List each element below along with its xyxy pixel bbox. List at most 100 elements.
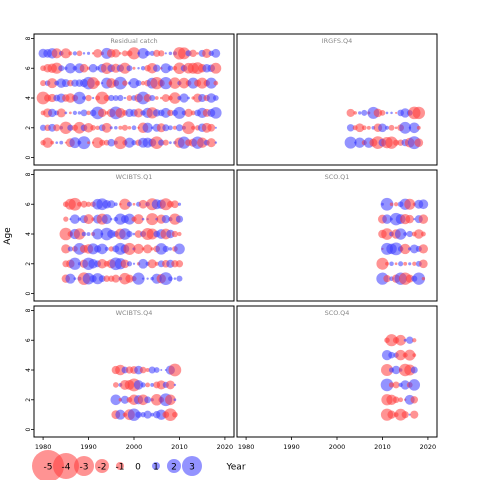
residual-bubble [146,277,149,280]
residual-bubble [140,80,146,86]
residual-bubble [126,201,132,207]
residual-bubble [73,228,86,240]
legend-bubble [152,462,160,470]
residual-bubble [58,65,65,72]
residual-bubble [418,214,429,224]
residual-bubble [148,366,156,374]
residual-bubble [86,110,91,116]
residual-bubble [110,394,122,406]
residual-bubble [121,50,128,57]
residual-bubble [83,214,94,225]
residual-bubble [87,77,100,90]
residual-bubble [122,80,128,86]
residual-bubble [86,232,91,236]
residual-bubble [67,124,74,131]
residual-bubble [76,50,83,57]
residual-bubble [177,202,182,206]
residual-bubble [147,259,157,269]
residual-bubble [113,136,127,150]
residual-bubble [410,366,418,374]
residual-bubble [380,378,394,392]
residual-bubble [416,125,421,130]
residual-bubble [153,64,161,72]
residual-bubble [154,261,159,266]
residual-bubble [101,214,112,225]
residual-bubble [385,334,398,347]
residual-bubble [150,136,164,149]
residual-bubble [196,52,199,55]
residual-bubble [177,136,191,149]
x-axis-label: Year [225,463,245,473]
residual-bubble [395,334,406,346]
residual-bubble [160,107,171,118]
residual-bubble [132,232,136,236]
residual-bubble [146,228,158,240]
residual-bubble [67,246,73,252]
residual-bubble [110,217,113,221]
residual-bubble [47,78,58,89]
residual-bubble [210,107,222,119]
residual-bubble [160,369,163,372]
residual-bubble [378,123,387,133]
residual-bubble [353,111,357,115]
residual-bubble [77,111,82,115]
residual-bubble [59,227,73,241]
residual-bubble [418,199,429,210]
residual-bubble [95,80,101,86]
residual-bubble [127,47,141,60]
y-tick-label: 0 [25,155,32,159]
residual-bubble [165,394,176,406]
residual-bubble [354,137,365,148]
residual-bubble [172,125,177,130]
residual-bubble [93,49,102,58]
residual-bubble [126,65,133,72]
x-tick-label: 2020 [420,443,437,451]
residual-bubble [108,94,115,102]
residual-bubble [123,213,135,225]
residual-bubble [165,380,175,390]
residual-bubble [206,93,217,103]
residual-bubble [72,110,78,115]
residual-bubble [154,96,159,100]
residual-bubble [412,338,417,343]
residual-bubble [405,214,414,224]
residual-bubble [77,136,91,150]
residual-bubble [77,201,82,207]
legend-bubble [74,456,94,476]
residual-bubble [177,231,182,237]
residual-bubble [85,201,92,207]
residual-bubble [162,139,169,146]
residual-bubble [391,365,401,375]
residual-bubble [83,122,94,133]
residual-bubble [214,126,217,129]
residual-bubble [401,411,409,419]
residual-bubble [139,366,147,374]
residual-bubble [140,382,146,388]
residual-bubble [405,274,414,283]
residual-bubble [196,137,208,148]
residual-bubble [143,94,152,102]
residual-bubble [40,80,47,87]
residual-bubble [88,63,98,73]
residual-bubble [64,111,68,115]
residual-bubble [114,126,118,130]
residual-bubble [162,124,170,132]
residual-bubble [413,218,416,221]
residual-bubble [92,137,104,149]
residual-bubble [168,247,173,251]
residual-bubble [175,124,183,132]
residual-bubble [86,51,91,55]
residual-bubble [403,261,408,266]
residual-bubble [419,259,428,269]
residual-bubble [92,228,104,240]
residual-bubble [394,262,398,266]
residual-bubble [119,52,122,55]
residual-bubble [65,62,76,74]
residual-bubble [119,198,131,210]
y-tick-label: 2 [25,262,32,266]
residual-bubble [385,111,389,115]
residual-bubble [162,245,170,253]
residual-bubble [178,47,190,60]
residual-bubble [103,275,110,282]
